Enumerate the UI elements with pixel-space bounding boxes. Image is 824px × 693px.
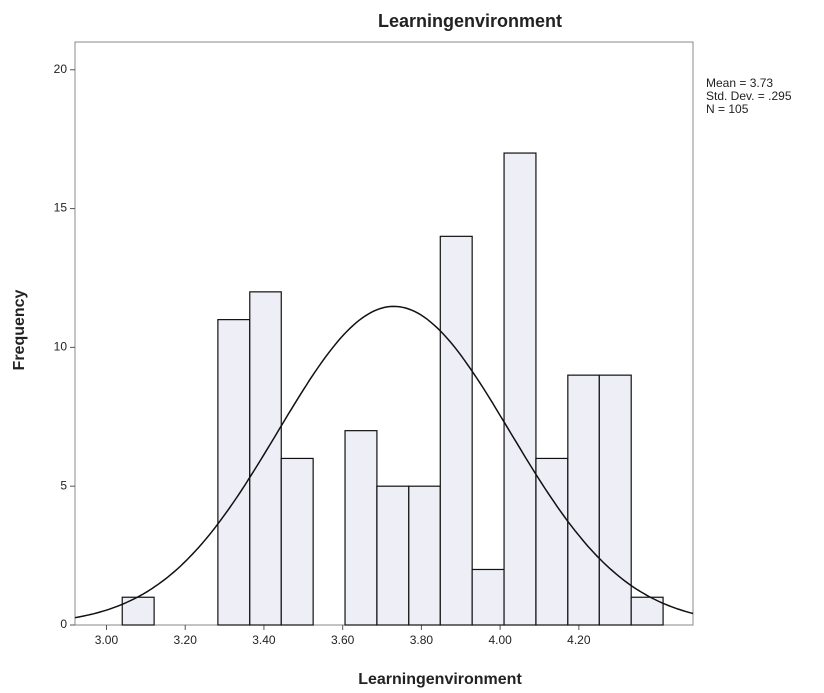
x-axis-label: Learningenvironment: [358, 671, 522, 688]
y-tick-label: 15: [54, 201, 68, 215]
y-tick-label: 20: [54, 62, 68, 76]
bar: [598, 374, 632, 626]
chart-title: Learningenvironment: [378, 11, 562, 31]
bar: [535, 457, 569, 626]
stat-n: N = 105: [706, 102, 749, 116]
bar: [280, 457, 314, 626]
bar: [217, 319, 251, 626]
bar: [630, 596, 664, 626]
stat-sd: Std. Dev. = .295: [706, 89, 792, 103]
x-tick-label: 3.20: [174, 633, 198, 647]
y-tick-label: 10: [54, 340, 68, 354]
x-tick-label: 3.40: [252, 633, 276, 647]
normal-curve: [74, 305, 694, 619]
bar: [439, 235, 473, 626]
bar: [567, 374, 600, 626]
x-tick-label: 4.20: [567, 633, 591, 647]
bar: [344, 430, 378, 626]
bar: [503, 152, 537, 626]
stat-mean: Mean = 3.73: [706, 76, 773, 90]
x-tick-label: 4.00: [488, 633, 512, 647]
bar: [249, 291, 282, 626]
x-tick-label: 3.60: [331, 633, 355, 647]
bar: [408, 485, 441, 626]
x-tick-label: 3.80: [410, 633, 434, 647]
bar: [376, 485, 410, 626]
y-tick-label: 0: [60, 617, 67, 631]
bar: [471, 568, 505, 626]
y-axis-label: Frequency: [11, 289, 28, 370]
x-tick-label: 3.00: [95, 633, 119, 647]
y-tick-label: 5: [60, 478, 67, 492]
